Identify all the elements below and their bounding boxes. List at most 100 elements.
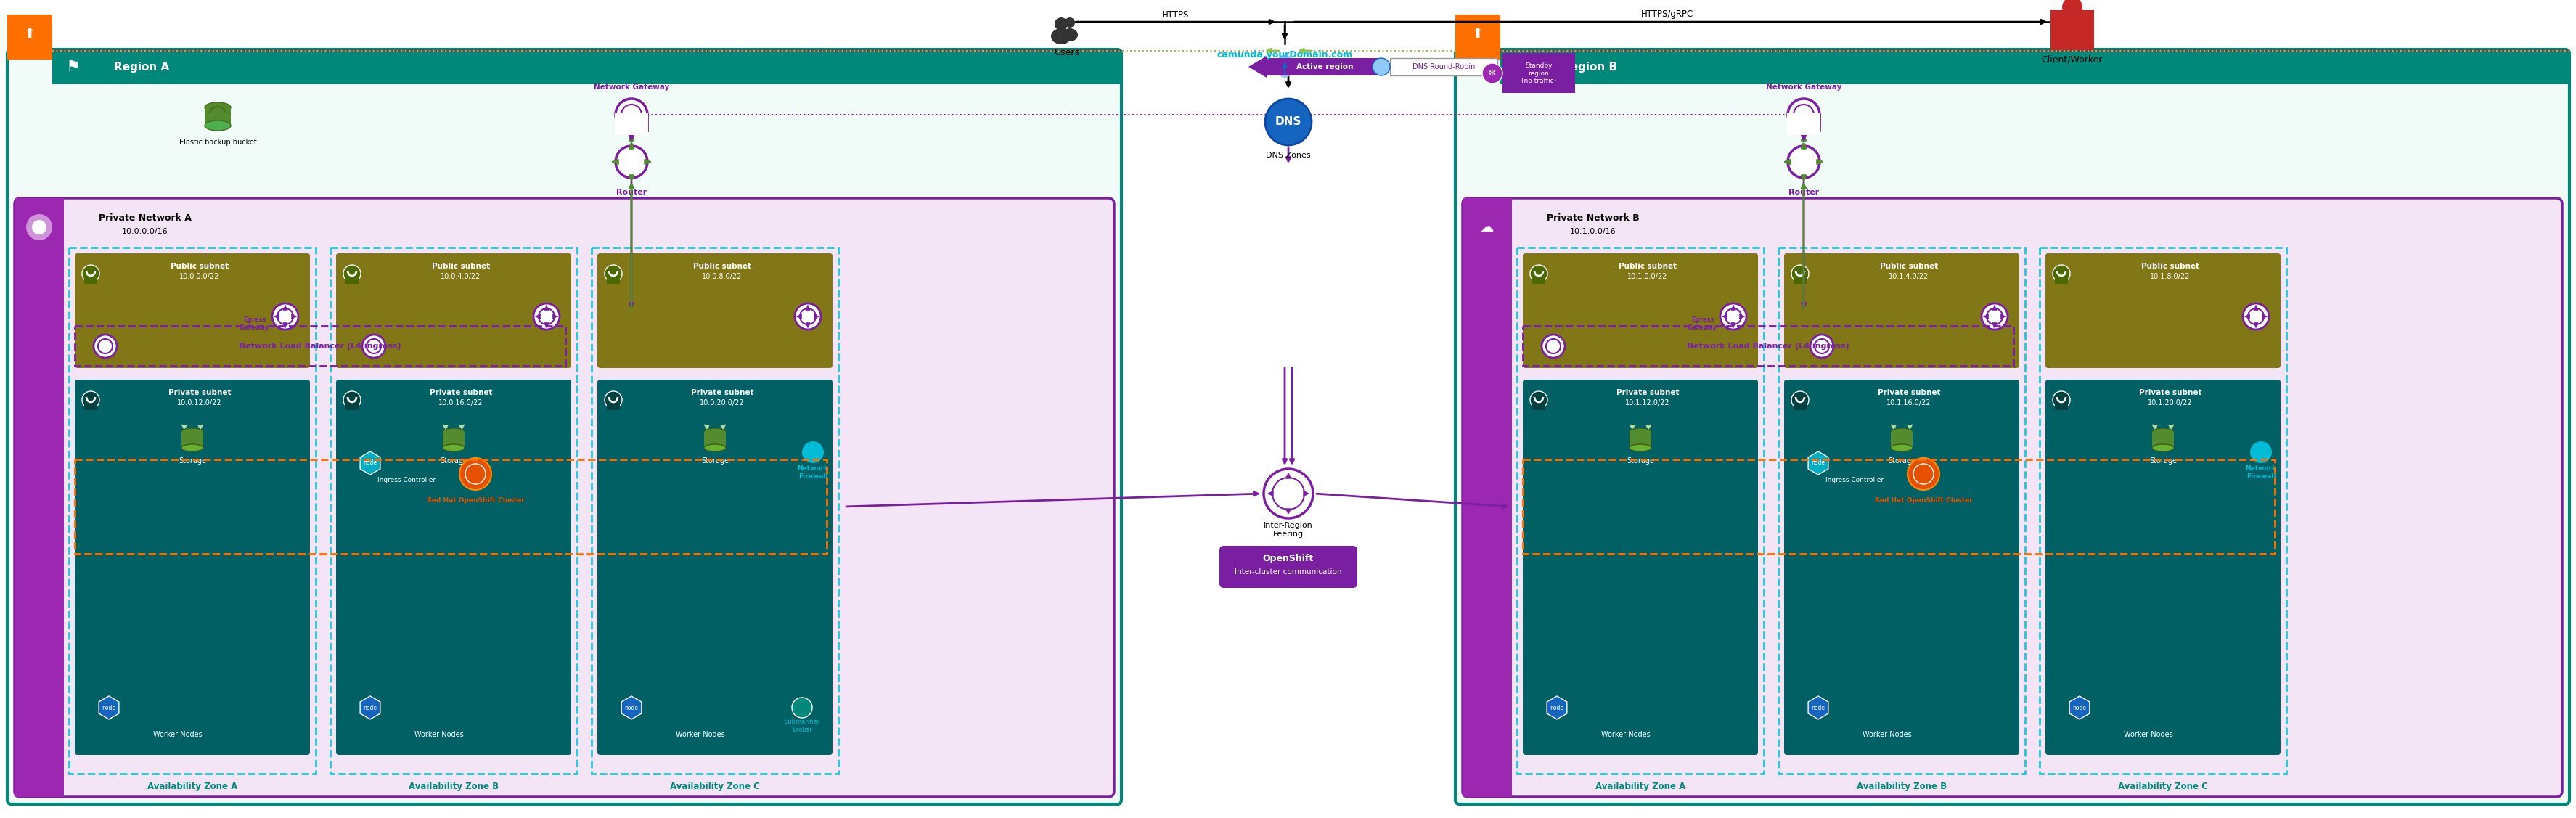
Text: Client/Worker: Client/Worker bbox=[2043, 55, 2102, 65]
FancyBboxPatch shape bbox=[1463, 198, 2563, 797]
Bar bbox=[1522, 326, 2014, 366]
Ellipse shape bbox=[180, 429, 204, 435]
Ellipse shape bbox=[1631, 429, 1651, 435]
Text: Network Gateway: Network Gateway bbox=[1765, 83, 1842, 91]
Circle shape bbox=[98, 339, 113, 353]
Circle shape bbox=[1788, 146, 1819, 178]
Circle shape bbox=[1481, 63, 1502, 83]
Circle shape bbox=[93, 335, 116, 357]
Text: Public subnet: Public subnet bbox=[1880, 263, 1937, 270]
Bar bbox=[1517, 248, 1765, 774]
Polygon shape bbox=[361, 452, 381, 474]
Text: node: node bbox=[1811, 704, 1826, 711]
Text: Users: Users bbox=[1054, 48, 1079, 58]
Polygon shape bbox=[1808, 696, 1829, 719]
Circle shape bbox=[1814, 339, 1829, 353]
Text: Storage: Storage bbox=[440, 457, 466, 465]
Text: Storage: Storage bbox=[1625, 457, 1654, 465]
Circle shape bbox=[1265, 469, 1314, 519]
Circle shape bbox=[278, 308, 294, 325]
Bar bbox=[330, 248, 577, 774]
Circle shape bbox=[616, 99, 647, 131]
Text: Private subnet: Private subnet bbox=[2138, 389, 2202, 396]
Circle shape bbox=[605, 391, 621, 409]
Text: Private Network A: Private Network A bbox=[98, 213, 191, 223]
Text: OpenShift: OpenShift bbox=[1262, 554, 1314, 564]
Text: DNS Round-Robin: DNS Round-Robin bbox=[1412, 63, 1476, 70]
Circle shape bbox=[1906, 458, 1940, 490]
Text: Public subnet: Public subnet bbox=[2141, 263, 2200, 270]
Circle shape bbox=[1790, 391, 1808, 409]
Text: Public subnet: Public subnet bbox=[693, 263, 752, 270]
Text: HTTPS/gRPC: HTTPS/gRPC bbox=[1641, 10, 1692, 20]
FancyBboxPatch shape bbox=[598, 380, 832, 755]
Circle shape bbox=[1273, 478, 1303, 510]
Bar bbox=[443, 432, 464, 447]
Text: node: node bbox=[1551, 704, 1564, 711]
Ellipse shape bbox=[703, 429, 726, 435]
Text: 10.1.0.0/16: 10.1.0.0/16 bbox=[1571, 228, 1615, 235]
Text: 10.0.8.0/22: 10.0.8.0/22 bbox=[703, 273, 742, 281]
Text: ⚑: ⚑ bbox=[1512, 60, 1528, 74]
FancyBboxPatch shape bbox=[1218, 546, 1358, 588]
Text: Network Load Balancer (L4 ingress): Network Load Balancer (L4 ingress) bbox=[240, 343, 402, 350]
Bar bbox=[2056, 398, 2069, 410]
Polygon shape bbox=[98, 696, 118, 719]
Text: 10.0.16.0/22: 10.0.16.0/22 bbox=[438, 399, 484, 407]
Bar bbox=[70, 248, 317, 774]
Text: 10.1.4.0/22: 10.1.4.0/22 bbox=[1888, 273, 1929, 281]
Circle shape bbox=[801, 441, 824, 464]
Text: ☁: ☁ bbox=[1481, 220, 1494, 234]
Circle shape bbox=[791, 698, 811, 718]
Bar bbox=[592, 248, 837, 774]
Text: 10.1.20.0/22: 10.1.20.0/22 bbox=[2148, 399, 2192, 407]
Circle shape bbox=[1530, 265, 1548, 282]
Circle shape bbox=[82, 391, 100, 409]
Bar bbox=[345, 272, 358, 284]
Text: node: node bbox=[363, 704, 376, 711]
Text: Public subnet: Public subnet bbox=[170, 263, 229, 270]
Bar bbox=[1522, 460, 2275, 554]
Circle shape bbox=[2053, 265, 2071, 282]
Circle shape bbox=[621, 105, 641, 125]
Bar bbox=[85, 272, 98, 284]
Text: ☁: ☁ bbox=[31, 220, 46, 234]
Text: Storage: Storage bbox=[178, 457, 206, 465]
Bar bbox=[2151, 432, 2174, 447]
Bar bbox=[1533, 398, 1546, 410]
Text: Worker Nodes: Worker Nodes bbox=[152, 731, 204, 738]
Text: Storage: Storage bbox=[701, 457, 729, 465]
Text: ⬆: ⬆ bbox=[23, 26, 36, 40]
Bar bbox=[15, 198, 64, 797]
Ellipse shape bbox=[703, 444, 726, 452]
Circle shape bbox=[1530, 391, 1548, 409]
Bar bbox=[1777, 248, 2025, 774]
Circle shape bbox=[1811, 335, 1834, 357]
FancyArrow shape bbox=[1249, 56, 1383, 78]
FancyBboxPatch shape bbox=[15, 198, 1115, 797]
Text: ⬆: ⬆ bbox=[1471, 26, 1484, 40]
Text: 10.0.12.0/22: 10.0.12.0/22 bbox=[178, 399, 222, 407]
Bar bbox=[1788, 113, 1821, 135]
Circle shape bbox=[1278, 65, 1291, 78]
Text: Availability Zone A: Availability Zone A bbox=[1595, 782, 1685, 792]
Bar bbox=[1391, 58, 1497, 75]
Text: Region A: Region A bbox=[113, 61, 170, 72]
Text: Availability Zone B: Availability Zone B bbox=[410, 782, 500, 792]
Bar bbox=[52, 49, 1121, 84]
Bar bbox=[1455, 15, 1499, 60]
Text: node: node bbox=[1811, 460, 1826, 466]
Ellipse shape bbox=[2151, 429, 2174, 435]
Bar bbox=[1502, 53, 1574, 93]
Circle shape bbox=[1270, 61, 1283, 74]
FancyBboxPatch shape bbox=[75, 380, 309, 755]
Text: 10.1.16.0/22: 10.1.16.0/22 bbox=[1886, 399, 1932, 407]
Text: Ingress Controller: Ingress Controller bbox=[379, 477, 435, 483]
Text: ⚑: ⚑ bbox=[64, 60, 80, 74]
Circle shape bbox=[1721, 303, 1747, 330]
FancyBboxPatch shape bbox=[598, 254, 832, 368]
Bar bbox=[1455, 49, 2568, 52]
Circle shape bbox=[1546, 339, 1561, 353]
Circle shape bbox=[2249, 308, 2264, 325]
Circle shape bbox=[343, 391, 361, 409]
